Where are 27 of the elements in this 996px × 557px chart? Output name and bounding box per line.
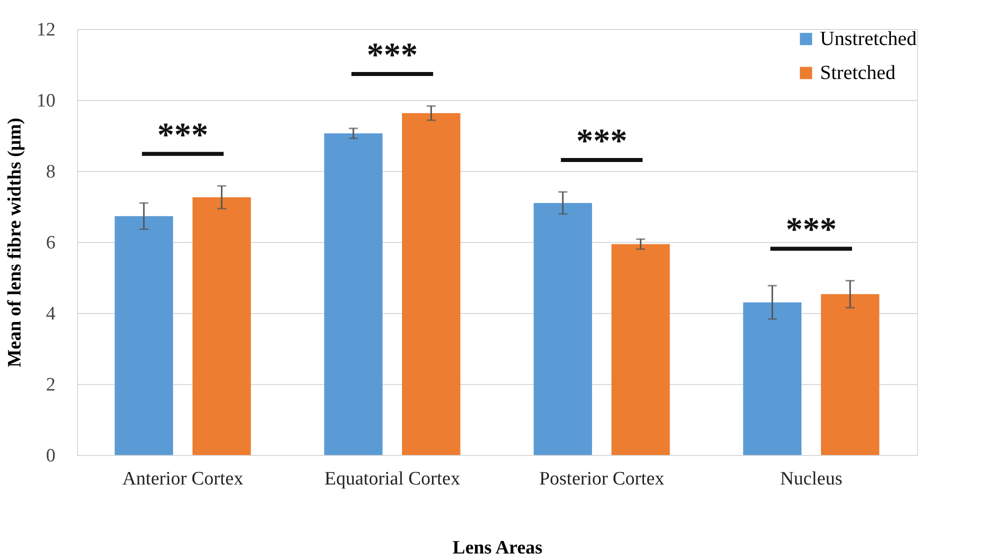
y-tick-label: 6 bbox=[46, 232, 56, 254]
y-axis-title: Mean of lens fibre widths (μm) bbox=[4, 118, 26, 368]
bar bbox=[324, 133, 383, 455]
x-axis-title: Lens Areas bbox=[452, 538, 542, 557]
annotation: *** bbox=[576, 122, 628, 160]
x-tick-label: Nucleus bbox=[780, 468, 842, 490]
annotation: *** bbox=[786, 212, 837, 249]
bar bbox=[402, 113, 460, 455]
legend-label: Unstretched bbox=[820, 28, 917, 50]
y-tick-label: 4 bbox=[46, 304, 56, 324]
x-tick-label: Posterior Cortex bbox=[539, 468, 665, 490]
bar bbox=[534, 202, 592, 455]
bar bbox=[192, 197, 251, 455]
bar bbox=[743, 302, 802, 455]
x-tick-label: Anterior Cortex bbox=[122, 468, 244, 490]
annotation: *** bbox=[157, 116, 208, 154]
annotation: *** bbox=[366, 37, 418, 74]
y-tick-label: 2 bbox=[46, 374, 56, 396]
legend-label: Stretched bbox=[820, 62, 896, 84]
bar bbox=[114, 216, 174, 455]
x-tick-label: Equatorial Cortex bbox=[324, 468, 461, 490]
y-tick-label: 8 bbox=[46, 162, 56, 182]
y-tick-label: 12 bbox=[36, 20, 56, 40]
y-tick-label: 0 bbox=[46, 446, 56, 466]
bar bbox=[820, 294, 880, 455]
y-tick-label: 10 bbox=[36, 90, 56, 112]
bar bbox=[611, 244, 670, 455]
